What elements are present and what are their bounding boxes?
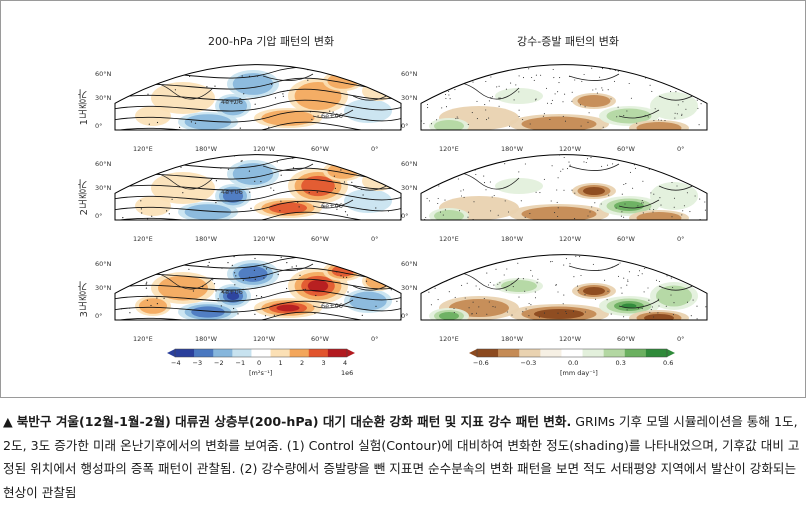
svg-text:60°W: 60°W [617, 145, 636, 153]
svg-text:60°N: 60°N [401, 70, 418, 78]
svg-text:−0.6: −0.6 [473, 359, 489, 367]
svg-text:60°N: 60°N [401, 160, 418, 168]
row-label-3: 3도증가 [79, 281, 90, 318]
pe-map-2: 60°N 30°N 0° 120°E 180°W 120°W 60°W 0° [401, 154, 708, 243]
right-colorbar: −0.6 −0.3 0.0 0.3 0.6 [mm day⁻¹] [469, 348, 675, 377]
svg-text:−0.3: −0.3 [521, 359, 537, 367]
svg-text:120°E: 120°E [439, 235, 459, 243]
svg-text:30°N: 30°N [95, 184, 112, 192]
svg-text:0°: 0° [371, 235, 378, 243]
svg-text:120°W: 120°W [559, 335, 582, 343]
svg-text:60°N: 60°N [95, 70, 112, 78]
svg-text:120°E: 120°E [133, 235, 153, 243]
svg-text:120°W: 120°W [253, 335, 276, 343]
svg-text:4e+06: 4e+06 [221, 288, 243, 296]
svg-text:120°E: 120°E [439, 145, 459, 153]
svg-text:30°N: 30°N [401, 284, 418, 292]
svg-text:0°: 0° [95, 122, 102, 130]
svg-text:60°N: 60°N [95, 260, 112, 268]
svg-text:0°: 0° [401, 312, 408, 320]
svg-text:0.0: 0.0 [568, 359, 578, 367]
svg-text:0°: 0° [401, 212, 408, 220]
svg-text:1e6: 1e6 [341, 369, 353, 377]
svg-text:180°W: 180°W [501, 335, 524, 343]
caption-headline: 북반구 겨울(12월-1월-2월) 대류권 상층부(200-hPa) 대기 대순… [16, 414, 572, 429]
svg-text:30°N: 30°N [95, 94, 112, 102]
svg-text:0.3: 0.3 [616, 359, 626, 367]
svg-text:120°W: 120°W [559, 235, 582, 243]
svg-text:30°N: 30°N [401, 94, 418, 102]
svg-text:60°W: 60°W [617, 235, 636, 243]
caption-marker: ▲ [3, 414, 13, 429]
svg-text:0°: 0° [401, 122, 408, 130]
svg-text:120°E: 120°E [133, 335, 153, 343]
svg-text:180°W: 180°W [195, 335, 218, 343]
svg-text:180°W: 180°W [501, 235, 524, 243]
svg-text:−4: −4 [171, 359, 181, 367]
svg-text:60°W: 60°W [311, 235, 330, 243]
svg-text:120°W: 120°W [253, 145, 276, 153]
svg-text:60°W: 60°W [617, 335, 636, 343]
right-column-title: 강수-증발 패턴의 변화 [517, 35, 620, 48]
svg-text:60°N: 60°N [401, 260, 418, 268]
left-colorbar: −4 −3 −2 −1 0 1 2 3 4 [m²s⁻¹] 1e6 [167, 348, 355, 377]
left-column-title: 200-hPa 기압 패턴의 변화 [208, 35, 335, 48]
svg-text:0°: 0° [95, 212, 102, 220]
svg-text:60°N: 60°N [95, 160, 112, 168]
row-label-1: 1도증가 [79, 89, 90, 126]
svg-text:−3: −3 [193, 359, 203, 367]
svg-text:3: 3 [322, 359, 326, 367]
svg-text:4e+06: 4e+06 [221, 98, 243, 106]
svg-text:6e+06: 6e+06 [321, 112, 343, 120]
svg-text:[mm day⁻¹]: [mm day⁻¹] [560, 369, 598, 377]
svg-text:4e+06: 4e+06 [221, 188, 243, 196]
svg-text:0°: 0° [677, 145, 684, 153]
caption-body: GRIMs 기후 모델 시뮬레이션을 통해 1도, 2도, 3도 증가한 미래 … [3, 414, 800, 500]
svg-text:60°W: 60°W [311, 145, 330, 153]
svg-text:0°: 0° [371, 335, 378, 343]
pe-map-1: 60°N 30°N 0° 120°E 180°W 120°W 60°W 0° [401, 64, 708, 153]
svg-text:1: 1 [279, 359, 283, 367]
svg-text:180°W: 180°W [501, 145, 524, 153]
svg-text:30°N: 30°N [95, 284, 112, 292]
svg-text:0.6: 0.6 [663, 359, 673, 367]
svg-text:−2: −2 [214, 359, 224, 367]
row-label-2: 2도증가 [79, 179, 90, 216]
svg-text:−1: −1 [236, 359, 246, 367]
svg-text:6e+06: 6e+06 [321, 202, 343, 210]
svg-text:120°W: 120°W [559, 145, 582, 153]
svg-text:60°W: 60°W [311, 335, 330, 343]
svg-text:4: 4 [343, 359, 347, 367]
svg-text:120°E: 120°E [439, 335, 459, 343]
svg-text:0°: 0° [95, 312, 102, 320]
svg-text:180°W: 180°W [195, 235, 218, 243]
svg-text:0°: 0° [677, 235, 684, 243]
svg-text:30°N: 30°N [401, 184, 418, 192]
pe-map-3: 60°N 30°N 0° 120°E 180°W 120°W 60°W 0° [401, 254, 708, 343]
figure-caption: ▲ 북반구 겨울(12월-1월-2월) 대류권 상층부(200-hPa) 대기 … [3, 410, 805, 504]
svg-text:0°: 0° [677, 335, 684, 343]
svg-text:6e+06: 6e+06 [321, 302, 343, 310]
svg-text:180°W: 180°W [195, 145, 218, 153]
svg-text:[m²s⁻¹]: [m²s⁻¹] [249, 369, 272, 377]
svg-text:0°: 0° [371, 145, 378, 153]
svg-text:120°E: 120°E [133, 145, 153, 153]
figure-frame: 200-hPa 기압 패턴의 변화 강수-증발 패턴의 변화 1도증가 2도증가… [0, 0, 806, 398]
svg-text:120°W: 120°W [253, 235, 276, 243]
svg-text:0: 0 [257, 359, 261, 367]
svg-text:2: 2 [300, 359, 304, 367]
